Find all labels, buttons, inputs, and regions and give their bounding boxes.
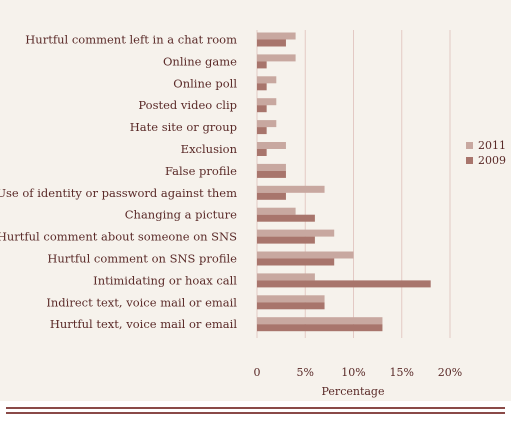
category-label: Online poll	[173, 76, 237, 90]
bar-2011	[257, 163, 286, 171]
bar-2009	[257, 39, 286, 47]
bar-2011	[257, 185, 325, 193]
category-label: Online game	[163, 54, 237, 68]
bar-2011	[257, 273, 315, 281]
x-tick-label: 0	[254, 366, 261, 379]
x-axis-title: Percentage	[322, 385, 385, 398]
bar-2009	[257, 192, 286, 200]
x-tick-label: 10%	[341, 366, 365, 379]
category-label: Indirect text, voice mail or email	[46, 295, 237, 309]
bar-2009	[257, 127, 267, 135]
category-label: Hate site or group	[130, 120, 237, 134]
category-label: Hurtful comment on SNS profile	[47, 252, 237, 266]
category-label: False profile	[165, 164, 237, 178]
chart-panel	[0, 0, 511, 401]
bar-2011	[257, 207, 296, 215]
legend-swatch-2009	[466, 157, 473, 164]
x-tick-labels: 0 5% 10% 15% 20%	[254, 366, 463, 379]
bar-2009	[257, 236, 315, 244]
bottom-rule-upper	[6, 407, 505, 409]
category-label: Changing a picture	[125, 208, 237, 222]
category-label: Hurtful text, voice mail or email	[50, 317, 237, 331]
gridlines	[256, 30, 451, 338]
bar-2011	[257, 120, 277, 128]
bar-2009	[257, 61, 267, 69]
bar-2009	[257, 324, 383, 332]
category-label: Hurtful comment about someone on SNS	[0, 230, 237, 244]
bar-2011	[257, 76, 277, 84]
legend: 2011 2009	[466, 139, 506, 167]
bar-chart: Hurtful comment left in a chat room Onlin…	[0, 30, 506, 398]
bar-2009	[257, 149, 267, 156]
bar-2011	[257, 54, 296, 62]
category-label: Exclusion	[181, 142, 238, 156]
bar-2011	[257, 32, 296, 40]
bar-2011	[257, 251, 354, 259]
bar-2009	[257, 258, 335, 266]
bar-2009	[257, 214, 315, 222]
bar-2009	[257, 83, 267, 91]
legend-swatch-2011	[466, 142, 473, 149]
bar-2011	[257, 142, 286, 149]
bar-2009	[257, 170, 286, 178]
bar-2009	[257, 280, 431, 288]
bar-2011	[257, 229, 335, 237]
category-label: Posted video clip	[138, 98, 237, 112]
bars	[257, 32, 431, 332]
category-label: Use of identity or password against them	[0, 186, 237, 200]
bar-2009	[257, 302, 325, 310]
x-tick-label: 5%	[297, 366, 314, 379]
category-label: Hurtful comment left in a chat room	[25, 33, 237, 47]
bar-2011	[257, 317, 383, 325]
bottom-rule-lower	[6, 412, 505, 414]
legend-label-2009: 2009	[478, 154, 506, 167]
bar-2009	[257, 105, 267, 113]
bar-2011	[257, 295, 325, 303]
category-label: Intimidating or hoax call	[93, 273, 237, 287]
legend-label-2011: 2011	[478, 139, 506, 152]
bar-2011	[257, 98, 277, 106]
x-tick-label: 15%	[390, 366, 414, 379]
x-tick-label: 20%	[438, 366, 462, 379]
category-labels: Hurtful comment left in a chat room Onlin…	[0, 33, 238, 332]
